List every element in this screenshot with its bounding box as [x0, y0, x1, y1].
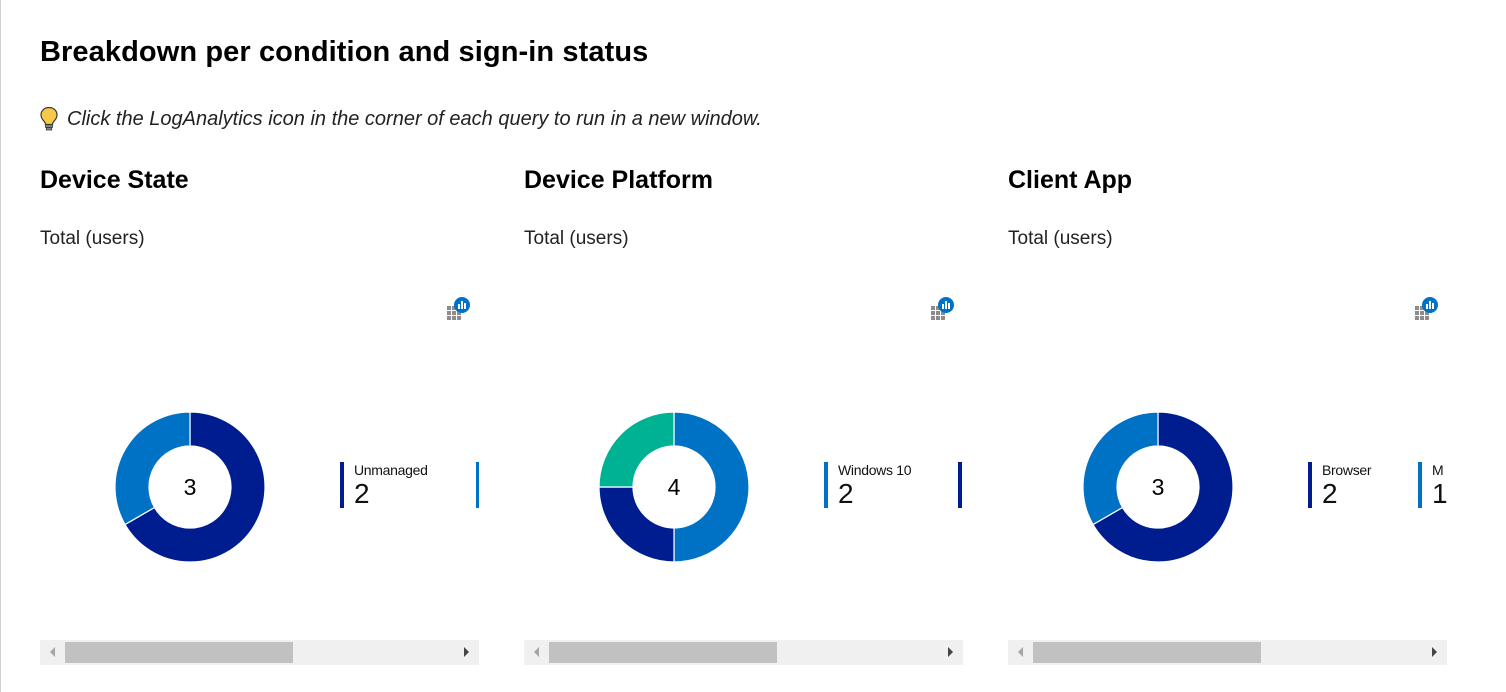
legend-item: Browser 2: [1308, 462, 1372, 509]
legend-swatch: [340, 462, 344, 508]
legend-swatch: [1308, 462, 1312, 508]
legend-label: Windows 10: [838, 462, 912, 478]
device-platform-panel: Device Platform Total (users) 4 Windows …: [524, 166, 964, 666]
legend-label: Unmanaged: [354, 462, 428, 478]
donut-slice[interactable]: [598, 486, 675, 563]
scroll-right-arrow-icon[interactable]: [464, 647, 469, 657]
scroll-left-arrow-icon[interactable]: [50, 647, 55, 657]
horizontal-scrollbar[interactable]: [1008, 640, 1447, 665]
section-title: Breakdown per condition and sign-in stat…: [40, 36, 649, 68]
panel-subtitle: Total (users): [1008, 228, 1113, 249]
loganalytics-icon[interactable]: [1414, 296, 1440, 322]
panel-title: Client App: [1008, 166, 1133, 194]
tip-text: Click the LogAnalytics icon in the corne…: [67, 107, 762, 130]
legend-swatch: [824, 462, 828, 508]
scroll-right-arrow-icon[interactable]: [948, 647, 953, 657]
donut-slice[interactable]: [124, 411, 266, 563]
donut-slice[interactable]: [598, 411, 675, 488]
client-app-panel: Client App Total (users) 3 Browser 2: [1008, 166, 1448, 666]
donut-slice[interactable]: [114, 411, 191, 526]
scrollbar-thumb[interactable]: [549, 642, 777, 663]
tip-line: Click the LogAnalytics icon in the corne…: [39, 106, 762, 132]
scroll-right-arrow-icon[interactable]: [1432, 647, 1437, 657]
donut-chart: [114, 411, 266, 563]
loganalytics-icon[interactable]: [446, 296, 472, 322]
legend-item: [958, 462, 963, 508]
chart-viewport: 3 Browser 2 M 1: [1008, 396, 1447, 576]
horizontal-scrollbar[interactable]: [524, 640, 963, 665]
chart-viewport: 3 Unmanaged 2: [40, 396, 479, 576]
panel-subtitle: Total (users): [40, 228, 145, 249]
device-state-panel: Device State Total (users) 3 Unmanaged 2: [40, 166, 480, 666]
scrollbar-thumb[interactable]: [65, 642, 293, 663]
donut-chart: [598, 411, 750, 563]
scrollbar-thumb[interactable]: [1033, 642, 1261, 663]
panel-title: Device Platform: [524, 166, 713, 194]
legend-swatch: [958, 462, 962, 508]
legend-swatch: [1418, 462, 1422, 508]
legend-value: 2: [1322, 478, 1338, 509]
chart-viewport: 4 Windows 10 2: [524, 396, 963, 576]
panel-title: Device State: [40, 166, 189, 194]
donut-chart: [1082, 411, 1234, 563]
lightbulb-icon: [40, 106, 58, 131]
donut-slice[interactable]: [673, 411, 750, 563]
legend-label: Browser: [1322, 462, 1372, 478]
legend-item: [476, 462, 479, 508]
panel-subtitle: Total (users): [524, 228, 629, 249]
legend-item: Unmanaged 2: [340, 462, 428, 509]
scroll-left-arrow-icon[interactable]: [1018, 647, 1023, 657]
donut-slice[interactable]: [1092, 411, 1234, 563]
donut-slice[interactable]: [1082, 411, 1159, 526]
loganalytics-icon[interactable]: [930, 296, 956, 322]
legend-value: 2: [354, 478, 370, 509]
legend-swatch: [476, 462, 479, 508]
scroll-left-arrow-icon[interactable]: [534, 647, 539, 657]
legend-value: 1: [1432, 478, 1447, 509]
legend-value: 2: [838, 478, 854, 509]
horizontal-scrollbar[interactable]: [40, 640, 479, 665]
legend-item: M 1: [1418, 462, 1447, 509]
legend-label: M: [1432, 462, 1444, 478]
legend-item: Windows 10 2: [824, 462, 912, 509]
